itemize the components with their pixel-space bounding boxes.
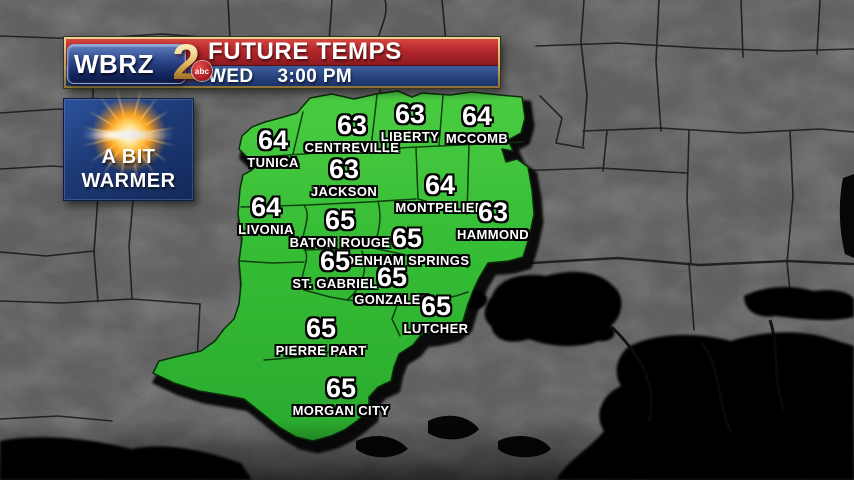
station-label-denham-springs: 65 DENHAM SPRINGS [344, 223, 470, 269]
parish-borders [239, 94, 524, 361]
temp-value: 64 [424, 170, 456, 200]
city-name: JACKSON [310, 184, 378, 199]
station-label-hammond: 63 HAMMOND [456, 197, 530, 243]
station-label-st-gabriel: 65 ST. GABRIEL [292, 246, 378, 292]
banner-frame: FUTURE TEMPS WED 3:00 PM [66, 39, 498, 86]
header-banner: FUTURE TEMPS WED 3:00 PM WBRZ 2 abc [64, 37, 500, 88]
bottom-fade [0, 420, 854, 480]
wbrz-logo: WBRZ 2 abc [67, 37, 212, 87]
station-label-centreville: 63 CENTREVILLE [304, 110, 400, 156]
temp-value: 64 [250, 192, 282, 222]
warm-region [152, 90, 535, 442]
temp-value: 65 [420, 291, 452, 321]
condition-text: A BIT WARMER [64, 145, 193, 193]
city-name: CENTREVILLE [304, 140, 400, 155]
city-name: LUTCHER [403, 321, 469, 336]
temp-value: 65 [324, 205, 356, 235]
temp-value: 65 [376, 262, 408, 292]
station-label-jackson: 63 JACKSON [310, 154, 378, 200]
condition-line-1: A BIT [101, 146, 156, 168]
city-name: MORGAN CITY [292, 403, 390, 418]
station-label-liberty: 63 LIBERTY [380, 99, 440, 145]
wbrz-logo-plate [67, 44, 186, 84]
temp-value: 63 [477, 197, 509, 227]
city-name: GONZALES [354, 292, 430, 307]
station-label-tunica: 64 TUNICA [247, 125, 299, 171]
temp-value: 65 [305, 313, 337, 343]
city-name: TUNICA [247, 155, 299, 170]
city-name: PIERRE PART [275, 343, 367, 358]
temp-value: 64 [461, 101, 493, 131]
station-label-pierre-part: 65 PIERRE PART [275, 313, 367, 359]
forecast-time: 3:00 PM [277, 65, 353, 87]
city-name: BATON ROUGE [289, 235, 391, 250]
station-label-mccomb: 64 MCCOMB [445, 101, 509, 147]
station-label-morgan-city: 65 MORGAN CITY [292, 373, 390, 419]
condition-box: A BIT WARMER [63, 98, 194, 201]
temp-value: 63 [328, 154, 360, 184]
city-name: MCCOMB [445, 131, 509, 146]
temp-value: 64 [257, 125, 289, 155]
city-name: LIVONIA [238, 222, 294, 237]
station-label-livonia: 64 LIVONIA [238, 192, 294, 238]
city-name: MONTPELIER [395, 200, 485, 215]
wbrz-callsign: WBRZ [74, 49, 154, 79]
page-title: FUTURE TEMPS [208, 38, 402, 65]
station-label-baton-rouge: 65 BATON ROUGE [289, 205, 391, 251]
city-name: HAMMOND [456, 227, 530, 242]
sun-icon [91, 98, 166, 172]
station-label-gonzales: 65 GONZALES [354, 262, 430, 308]
condition-line-2: WARMER [81, 170, 176, 192]
temp-value: 63 [394, 99, 426, 129]
temp-value: 65 [319, 246, 351, 276]
abc-network-icon: abc [192, 61, 212, 81]
city-name: ST. GABRIEL [292, 276, 378, 291]
city-name: DENHAM SPRINGS [344, 253, 470, 268]
forecast-day: WED [208, 65, 254, 87]
temp-value: 65 [325, 373, 357, 403]
city-name: LIBERTY [380, 129, 440, 144]
station-label-montpelier: 64 MONTPELIER [395, 170, 485, 216]
station-label-lutcher: 65 LUTCHER [403, 291, 469, 337]
temp-value: 63 [336, 110, 368, 140]
temp-value: 65 [391, 223, 423, 253]
